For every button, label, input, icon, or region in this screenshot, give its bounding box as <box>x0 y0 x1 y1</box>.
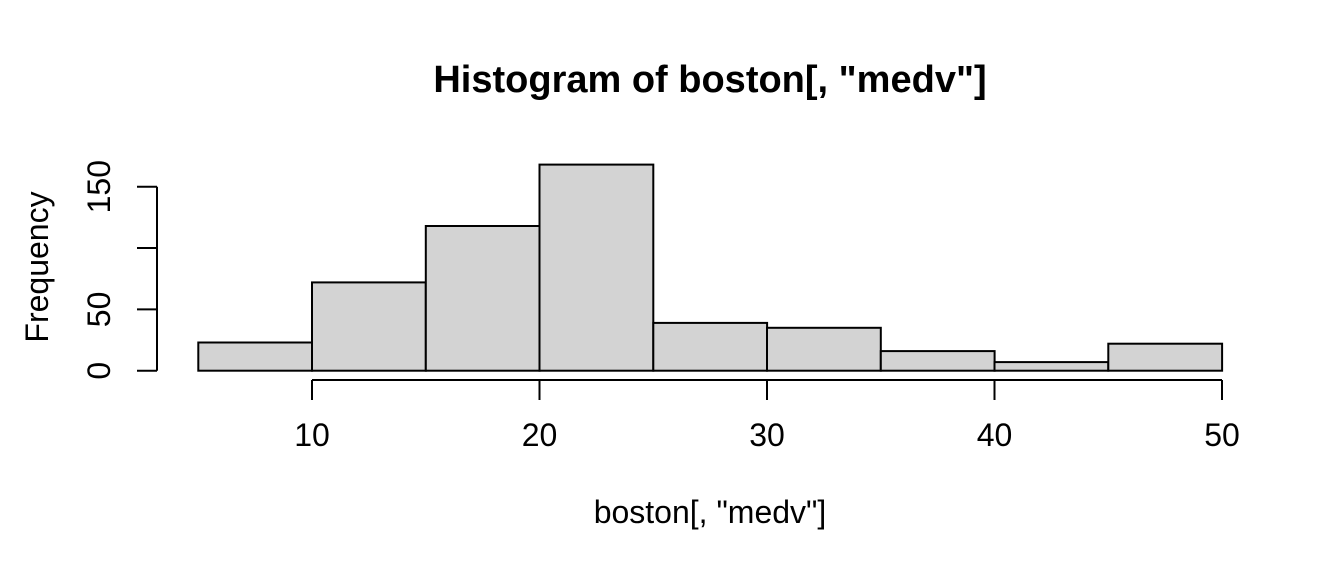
x-axis: 10 20 30 40 50 <box>294 379 1240 453</box>
y-tick-label: 150 <box>81 160 117 213</box>
histogram-bar <box>197 341 314 372</box>
histogram-bar <box>538 163 655 372</box>
x-tick-label: 40 <box>977 417 1013 453</box>
y-tick-label: 0 <box>81 362 117 380</box>
histogram-bar <box>993 361 1110 372</box>
x-axis-label: boston[, "medv"] <box>594 494 827 530</box>
histogram-bar <box>311 281 427 372</box>
x-tick-label: 30 <box>749 417 785 453</box>
chart-title: Histogram of boston[, "medv"] <box>433 59 986 101</box>
histogram-bar <box>1107 342 1224 372</box>
x-tick-label: 20 <box>522 417 558 453</box>
x-tick-label: 50 <box>1204 417 1240 453</box>
bars-group <box>197 163 1224 372</box>
histogram-bar <box>424 225 541 372</box>
y-axis-label: Frequency <box>19 191 55 342</box>
y-axis: 0 50 150 <box>81 160 158 380</box>
x-tick-label: 10 <box>294 417 330 453</box>
histogram-bar <box>879 350 996 372</box>
histogram-bar <box>766 326 882 372</box>
histogram-bar <box>652 321 769 372</box>
y-tick-label: 50 <box>81 292 117 328</box>
